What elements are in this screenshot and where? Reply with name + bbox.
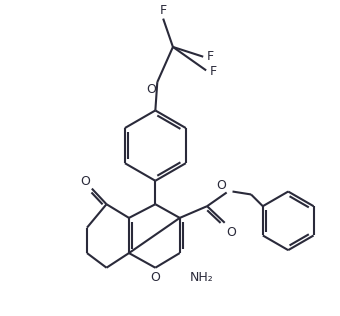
Text: O: O [80,175,90,188]
Text: F: F [159,4,167,17]
Text: O: O [147,83,156,96]
Text: O: O [216,179,226,191]
Text: O: O [150,270,160,284]
Text: O: O [227,226,237,239]
Text: NH₂: NH₂ [189,270,213,284]
Text: F: F [210,65,217,78]
Text: F: F [207,50,214,63]
